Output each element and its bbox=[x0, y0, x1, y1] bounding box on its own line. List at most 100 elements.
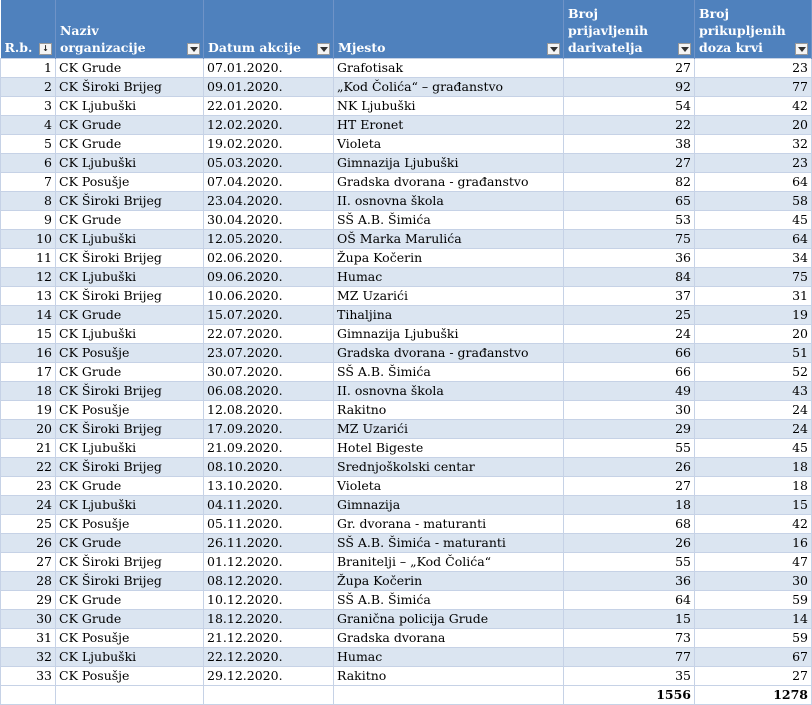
cell-doses[interactable]: 23 bbox=[694, 153, 812, 173]
cell-rb[interactable]: 23 bbox=[0, 476, 56, 496]
cell-organization[interactable]: CK Široki Brijeg bbox=[55, 571, 204, 591]
cell-rb[interactable]: 32 bbox=[0, 647, 56, 667]
cell-rb[interactable]: 25 bbox=[0, 514, 56, 534]
column-header-donors[interactable]: Broj prijavljenih darivatelja bbox=[563, 0, 695, 59]
cell-doses[interactable]: 27 bbox=[694, 666, 812, 686]
cell-organization[interactable]: CK Široki Brijeg bbox=[55, 457, 204, 477]
cell-donors[interactable]: 37 bbox=[563, 286, 695, 306]
cell-doses[interactable]: 45 bbox=[694, 438, 812, 458]
totals-cell-place[interactable] bbox=[333, 685, 564, 705]
cell-organization[interactable]: CK Grude bbox=[55, 609, 204, 629]
cell-doses[interactable]: 31 bbox=[694, 286, 812, 306]
cell-organization[interactable]: CK Ljubuški bbox=[55, 153, 204, 173]
cell-donors[interactable]: 66 bbox=[563, 362, 695, 382]
cell-place[interactable]: Rakitno bbox=[333, 666, 564, 686]
cell-date[interactable]: 05.03.2020. bbox=[203, 153, 334, 173]
cell-rb[interactable]: 8 bbox=[0, 191, 56, 211]
cell-rb[interactable]: 6 bbox=[0, 153, 56, 173]
cell-organization[interactable]: CK Široki Brijeg bbox=[55, 191, 204, 211]
cell-donors[interactable]: 75 bbox=[563, 229, 695, 249]
cell-place[interactable]: Violeta bbox=[333, 134, 564, 154]
cell-rb[interactable]: 3 bbox=[0, 96, 56, 116]
cell-doses[interactable]: 59 bbox=[694, 628, 812, 648]
cell-donors[interactable]: 35 bbox=[563, 666, 695, 686]
cell-organization[interactable]: CK Grude bbox=[55, 533, 204, 553]
cell-place[interactable]: Gimnazija Ljubuški bbox=[333, 324, 564, 344]
cell-place[interactable]: NK Ljubuški bbox=[333, 96, 564, 116]
totals-cell-date[interactable] bbox=[203, 685, 334, 705]
cell-doses[interactable]: 20 bbox=[694, 324, 812, 344]
cell-organization[interactable]: CK Grude bbox=[55, 115, 204, 135]
cell-date[interactable]: 12.02.2020. bbox=[203, 115, 334, 135]
cell-date[interactable]: 07.04.2020. bbox=[203, 172, 334, 192]
cell-doses[interactable]: 15 bbox=[694, 495, 812, 515]
cell-place[interactable]: Hotel Bigeste bbox=[333, 438, 564, 458]
cell-doses[interactable]: 14 bbox=[694, 609, 812, 629]
filter-dropdown-icon[interactable] bbox=[187, 43, 200, 55]
cell-date[interactable]: 04.11.2020. bbox=[203, 495, 334, 515]
cell-date[interactable]: 21.12.2020. bbox=[203, 628, 334, 648]
cell-place[interactable]: Gr. dvorana - maturanti bbox=[333, 514, 564, 534]
cell-organization[interactable]: CK Široki Brijeg bbox=[55, 552, 204, 572]
cell-date[interactable]: 15.07.2020. bbox=[203, 305, 334, 325]
cell-date[interactable]: 18.12.2020. bbox=[203, 609, 334, 629]
cell-donors[interactable]: 55 bbox=[563, 438, 695, 458]
cell-rb[interactable]: 13 bbox=[0, 286, 56, 306]
cell-donors[interactable]: 30 bbox=[563, 400, 695, 420]
cell-doses[interactable]: 64 bbox=[694, 172, 812, 192]
cell-donors[interactable]: 27 bbox=[563, 58, 695, 78]
cell-place[interactable]: Violeta bbox=[333, 476, 564, 496]
cell-doses[interactable]: 42 bbox=[694, 514, 812, 534]
cell-organization[interactable]: CK Posušje bbox=[55, 666, 204, 686]
filter-dropdown-icon[interactable] bbox=[795, 43, 808, 55]
cell-donors[interactable]: 92 bbox=[563, 77, 695, 97]
cell-doses[interactable]: 18 bbox=[694, 476, 812, 496]
cell-donors[interactable]: 77 bbox=[563, 647, 695, 667]
cell-date[interactable]: 10.12.2020. bbox=[203, 590, 334, 610]
cell-donors[interactable]: 25 bbox=[563, 305, 695, 325]
cell-rb[interactable]: 7 bbox=[0, 172, 56, 192]
cell-date[interactable]: 10.06.2020. bbox=[203, 286, 334, 306]
sort-filter-icon[interactable]: ↓ bbox=[39, 43, 52, 55]
cell-place[interactable]: MZ Uzarići bbox=[333, 286, 564, 306]
cell-place[interactable]: Gimnazija Ljubuški bbox=[333, 153, 564, 173]
cell-place[interactable]: Župa Kočerin bbox=[333, 571, 564, 591]
cell-donors[interactable]: 36 bbox=[563, 248, 695, 268]
cell-doses[interactable]: 47 bbox=[694, 552, 812, 572]
cell-place[interactable]: II. osnovna škola bbox=[333, 381, 564, 401]
cell-organization[interactable]: CK Grude bbox=[55, 590, 204, 610]
cell-doses[interactable]: 59 bbox=[694, 590, 812, 610]
cell-rb[interactable]: 10 bbox=[0, 229, 56, 249]
column-header-rb[interactable]: R.b. ↓ bbox=[0, 0, 56, 59]
cell-rb[interactable]: 27 bbox=[0, 552, 56, 572]
cell-date[interactable]: 17.09.2020. bbox=[203, 419, 334, 439]
cell-donors[interactable]: 38 bbox=[563, 134, 695, 154]
cell-rb[interactable]: 20 bbox=[0, 419, 56, 439]
cell-rb[interactable]: 21 bbox=[0, 438, 56, 458]
cell-organization[interactable]: CK Široki Brijeg bbox=[55, 419, 204, 439]
cell-doses[interactable]: 51 bbox=[694, 343, 812, 363]
cell-place[interactable]: „Kod Čolića“ – građanstvo bbox=[333, 77, 564, 97]
cell-doses[interactable]: 34 bbox=[694, 248, 812, 268]
cell-donors[interactable]: 68 bbox=[563, 514, 695, 534]
cell-place[interactable]: Gimnazija bbox=[333, 495, 564, 515]
cell-organization[interactable]: CK Grude bbox=[55, 362, 204, 382]
cell-place[interactable]: Humac bbox=[333, 647, 564, 667]
cell-organization[interactable]: CK Posušje bbox=[55, 514, 204, 534]
cell-doses[interactable]: 42 bbox=[694, 96, 812, 116]
cell-rb[interactable]: 31 bbox=[0, 628, 56, 648]
cell-organization[interactable]: CK Ljubuški bbox=[55, 647, 204, 667]
cell-date[interactable]: 29.12.2020. bbox=[203, 666, 334, 686]
column-header-place[interactable]: Mjesto bbox=[333, 0, 564, 59]
cell-date[interactable]: 21.09.2020. bbox=[203, 438, 334, 458]
cell-rb[interactable]: 28 bbox=[0, 571, 56, 591]
cell-donors[interactable]: 27 bbox=[563, 476, 695, 496]
cell-organization[interactable]: CK Široki Brijeg bbox=[55, 77, 204, 97]
cell-date[interactable]: 06.08.2020. bbox=[203, 381, 334, 401]
cell-date[interactable]: 22.01.2020. bbox=[203, 96, 334, 116]
cell-donors[interactable]: 82 bbox=[563, 172, 695, 192]
cell-donors[interactable]: 18 bbox=[563, 495, 695, 515]
cell-donors[interactable]: 53 bbox=[563, 210, 695, 230]
cell-rb[interactable]: 12 bbox=[0, 267, 56, 287]
cell-donors[interactable]: 49 bbox=[563, 381, 695, 401]
